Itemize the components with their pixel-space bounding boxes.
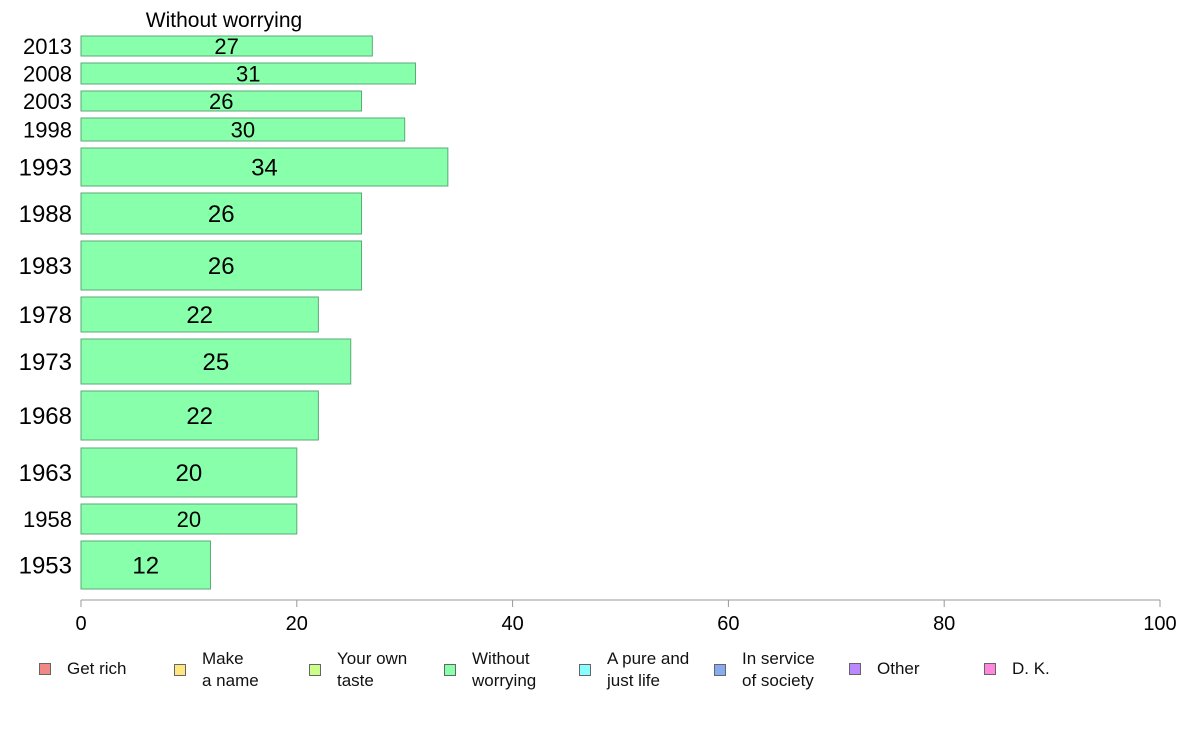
bar [80, 540, 211, 590]
y-tick-label: 1973 [19, 349, 72, 376]
legend-item: In service of society [714, 648, 815, 692]
y-tick-label: 1963 [19, 460, 72, 487]
legend-swatch [714, 664, 726, 676]
data-label: 26 [208, 201, 235, 228]
legend-item: Without worrying [444, 648, 536, 692]
data-label: 26 [208, 253, 235, 280]
legend-label: D. K. [1012, 659, 1050, 678]
x-tick-label: 40 [501, 613, 523, 635]
legend-label: Without worrying [472, 649, 537, 690]
x-tick-label: 20 [286, 613, 308, 635]
y-tick-label: 1983 [19, 253, 72, 280]
legend-item: Make a name [174, 648, 259, 692]
bar [80, 390, 319, 441]
legend-item: A pure and just life [579, 648, 689, 692]
data-label: 27 [214, 34, 238, 59]
legend-swatch [984, 663, 996, 675]
bar [80, 296, 319, 333]
data-label: 34 [251, 155, 278, 182]
legend-label: Make a name [202, 649, 259, 690]
x-tick-label: 0 [75, 613, 86, 635]
legend-item: D. K. [984, 658, 1050, 680]
y-tick-label: 1978 [19, 302, 72, 329]
y-tick-label: 1998 [23, 117, 72, 142]
legend-swatch [579, 664, 591, 676]
legend-label: Other [877, 659, 920, 678]
legend: Get rich Make a name Your own taste Without… [0, 648, 1188, 698]
legend-swatch [849, 663, 861, 675]
x-tick-label: 80 [933, 613, 955, 635]
legend-swatch [309, 664, 321, 676]
bar [80, 447, 298, 498]
data-label: 25 [203, 349, 230, 376]
y-tick-label: 2008 [23, 61, 72, 86]
legend-swatch [39, 663, 51, 675]
legend-label: In service of society [742, 649, 815, 690]
data-label: 30 [231, 117, 255, 142]
y-tick-label: 1968 [19, 403, 72, 430]
x-tick-label: 100 [1143, 613, 1176, 635]
legend-item: Other [849, 658, 920, 680]
bar [80, 147, 449, 187]
bar-chart: Without worrying 27 2013 31 2008 26 2003 30 199… [19, 9, 1177, 635]
legend-item: Your own taste [309, 648, 407, 692]
legend-label: A pure and just life [607, 649, 690, 690]
bar [80, 35, 373, 57]
bar [80, 62, 416, 85]
y-tick-label: 1953 [19, 553, 72, 580]
bar [80, 503, 298, 535]
y-tick-label: 1988 [19, 201, 72, 228]
y-tick-label: 1993 [19, 155, 72, 182]
data-label: 22 [186, 302, 213, 329]
data-label: 12 [132, 553, 159, 580]
data-label: 20 [177, 507, 201, 532]
bar [80, 117, 406, 142]
bar [80, 192, 363, 235]
y-tick-label: 2013 [23, 34, 72, 59]
legend-label: Get rich [67, 659, 127, 678]
data-label: 31 [236, 61, 260, 86]
legend-item: Get rich [39, 658, 127, 680]
y-tick-label: 1958 [23, 507, 72, 532]
legend-swatch [174, 664, 186, 676]
bar [80, 90, 363, 112]
bar [80, 240, 363, 291]
data-label: 20 [176, 460, 203, 487]
x-tick-label: 60 [717, 613, 739, 635]
data-label: 22 [186, 403, 213, 430]
data-label: 26 [209, 89, 233, 114]
chart-title: Without worrying [146, 9, 302, 32]
bar [80, 338, 352, 385]
y-tick-label: 2003 [23, 89, 72, 114]
legend-swatch [444, 664, 456, 676]
legend-label: Your own taste [337, 649, 408, 690]
